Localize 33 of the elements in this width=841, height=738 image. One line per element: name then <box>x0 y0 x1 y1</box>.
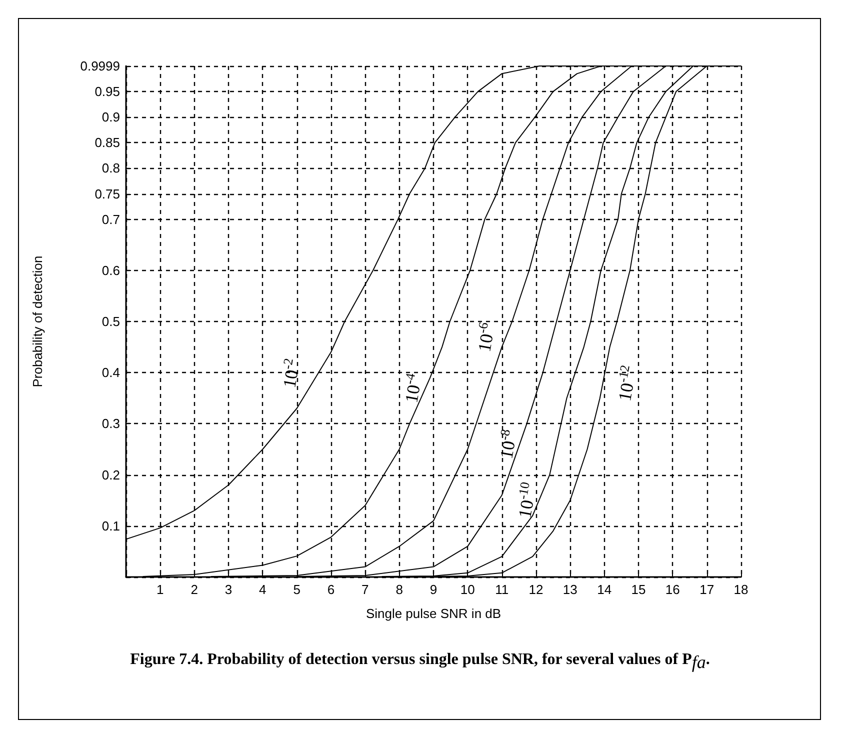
x-tick-label: 18 <box>734 582 748 597</box>
x-tick-label: 4 <box>259 582 266 597</box>
x-tick-label: 7 <box>362 582 369 597</box>
y-axis-title: Probability of detection <box>30 256 45 388</box>
y-tick-label: 0.9999 <box>80 58 120 74</box>
x-tick-label: 14 <box>597 582 612 597</box>
x-tick-label: 12 <box>528 582 544 597</box>
x-tick-label: 5 <box>293 582 300 597</box>
y-tick-label: 0.4 <box>102 365 120 380</box>
x-tick-label: 16 <box>665 582 680 597</box>
x-tick-label: 15 <box>631 582 646 597</box>
x-tick-label: 8 <box>396 582 403 597</box>
x-tick-label: 9 <box>430 582 438 597</box>
x-axis-title: Single pulse SNR in dB <box>366 606 502 621</box>
x-tick-label: 1 <box>156 582 164 597</box>
x-tick-label: 6 <box>327 582 335 597</box>
y-tick-label: 0.75 <box>94 186 120 202</box>
y-tick-label: 0.2 <box>102 467 120 482</box>
y-tick-label: 0.9 <box>102 110 120 125</box>
x-tick-label: 2 <box>190 582 198 597</box>
y-tick-label: 0.6 <box>102 262 120 278</box>
y-tick-label: 0.1 <box>102 518 120 534</box>
x-tick-label: 13 <box>562 582 578 597</box>
y-tick-label: 0.3 <box>102 416 120 432</box>
y-tick-label: 0.95 <box>94 84 120 100</box>
x-tick-label: 10 <box>460 582 475 597</box>
y-tick-label: 0.8 <box>102 160 120 176</box>
x-tick-label: 17 <box>700 582 714 597</box>
y-tick-label: 0.7 <box>102 212 120 227</box>
x-tick-label: 3 <box>224 582 232 597</box>
y-tick-label: 0.85 <box>94 135 120 150</box>
x-tick-label: 11 <box>495 582 509 597</box>
y-tick-label: 0.5 <box>102 314 120 329</box>
